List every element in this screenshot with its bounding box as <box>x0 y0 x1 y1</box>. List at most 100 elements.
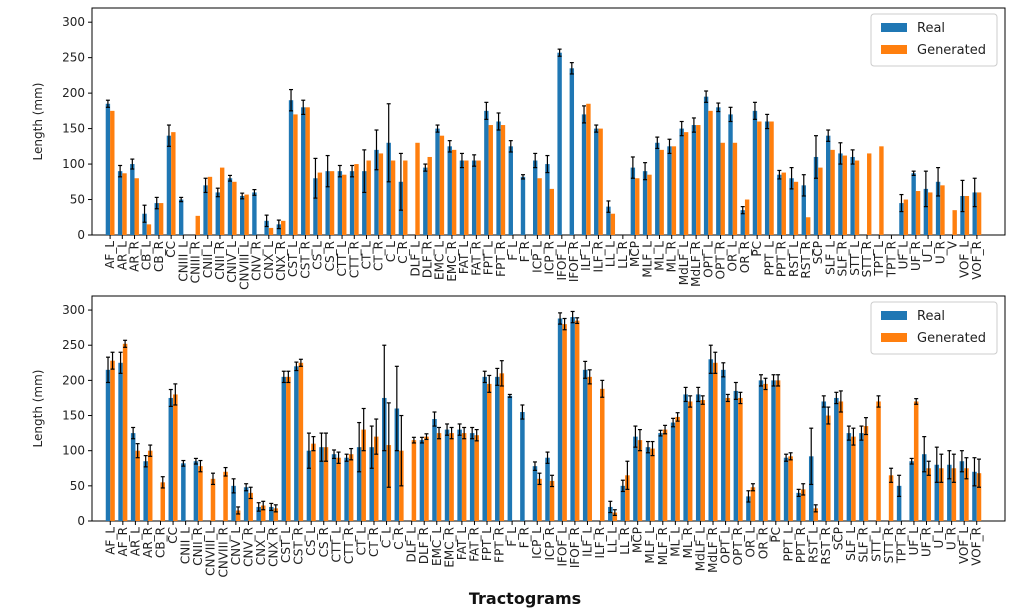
x-tick-label: CB_R <box>154 527 168 558</box>
bar-generated-MdLF_R <box>713 362 718 521</box>
x-tick-label: LL_R <box>616 241 630 269</box>
x-tick-label: SLF_L <box>844 527 858 561</box>
bar-real-F_L <box>507 395 513 521</box>
bar-real-CB_L <box>142 213 147 235</box>
bar-real-MCP <box>633 436 638 521</box>
x-tick-label: V <box>945 240 959 249</box>
bar-generated-AR_R <box>134 178 139 235</box>
x-tick-label: OPT_L <box>701 241 715 278</box>
bar-generated-CC <box>171 132 176 235</box>
x-tick-label: DLF_R <box>421 241 435 278</box>
bar-real-CTT_R <box>349 171 355 235</box>
x-tick-label: MdLF_R <box>706 527 720 573</box>
bar-generated-CNX_R <box>273 508 279 521</box>
x-tick-label: OR_L <box>744 527 758 558</box>
bar-real-OR_R <box>758 380 764 521</box>
legend-swatch-real <box>881 311 907 320</box>
x-tick-label: ICP_R <box>543 241 557 275</box>
bar-real-STT_L <box>850 156 855 235</box>
legend-label-generated: Generated <box>917 43 986 58</box>
bar-generated-CT_R <box>378 153 384 235</box>
bar-real-F_R <box>520 412 525 521</box>
x-tick-label: IFOF_L <box>555 527 569 567</box>
bar-generated-CNVIII_L <box>210 478 216 521</box>
x-tick-label: AR_R <box>141 527 155 558</box>
bar-generated-SLF_R <box>842 155 847 235</box>
x-tick-label: SLF_R <box>857 527 871 563</box>
x-tick-label: UF_L <box>907 527 921 556</box>
bar-real-ML_L <box>655 142 660 235</box>
bar-generated-STT_R <box>888 475 894 521</box>
bar-real-CST_L <box>281 376 287 521</box>
bar-real-PPT_L <box>783 457 789 521</box>
bar-generated-VOF_L <box>964 195 970 235</box>
bar-generated-CNV_R <box>248 492 253 521</box>
bar-generated-OPT_L <box>725 397 731 521</box>
bar-generated-FAT_R <box>476 160 481 235</box>
bar-generated-CNII_R <box>219 167 225 235</box>
bar-generated-CST_L <box>286 376 291 521</box>
x-tick-label: FAT_R <box>469 241 483 276</box>
bar-real-DLF_R <box>419 440 425 521</box>
bar-real-CNII_R <box>215 192 220 235</box>
x-tick-label: CNVIII_L <box>204 527 218 576</box>
x-tick-label: CS_L <box>311 241 325 270</box>
bar-generated-ILF_L <box>587 376 592 521</box>
bar-real-EMC_R <box>444 429 450 521</box>
bar-generated-CB_L <box>146 224 152 235</box>
bar-real-IFOF_L <box>557 318 563 521</box>
bar-generated-OPT_R <box>738 397 743 521</box>
bar-generated-VOF_L <box>964 468 969 521</box>
legend-swatch-generated <box>881 45 907 54</box>
bar-real-CNIII_L <box>178 199 184 235</box>
bar-real-RST_L <box>789 178 794 235</box>
bar-generated-RST_R <box>805 217 811 235</box>
bar-generated-EMC_L <box>436 433 442 521</box>
x-tick-label: MLF_L <box>640 241 654 278</box>
x-tick-label: AR_L <box>128 527 142 557</box>
bar-generated-PPT_L <box>788 456 793 521</box>
x-tick-label: U_R <box>933 241 947 264</box>
bar-real-CS_R <box>319 447 324 521</box>
bar-generated-CNVIII_R <box>223 471 228 521</box>
bar-generated-MdLF_R <box>696 125 701 235</box>
x-tick-label: TPT_R <box>894 527 908 564</box>
bar-real-ICP_L <box>533 160 538 235</box>
bar-real-RST_R <box>801 185 806 235</box>
bar-real-CTT_R <box>344 457 349 521</box>
bar-generated-SCP <box>818 167 823 235</box>
bar-generated-CS_L <box>311 443 316 521</box>
bar-real-CNIV_L <box>227 178 233 235</box>
x-tick-label: C_R <box>392 527 406 550</box>
bar-real-MLF_L <box>642 171 648 235</box>
bar-generated-FAT_L <box>464 160 469 235</box>
bar-generated-CT_R <box>373 436 379 521</box>
x-tick-label: FAT_R <box>467 527 481 562</box>
y-axis-label: Length (mm) <box>31 370 45 448</box>
x-tick-label: OR_L <box>726 241 740 272</box>
x-tick-label: PPT_R <box>794 527 808 563</box>
x-tick-label: RST_R <box>819 527 833 565</box>
bar-generated-PC <box>757 121 762 235</box>
bar-generated-ICP_L <box>537 478 542 521</box>
x-tick-label: CNII_L <box>179 527 193 564</box>
bar-real-ICP_R <box>545 457 550 521</box>
x-tick-label: CNIV_L <box>225 241 239 283</box>
x-tick-label: PPT_L <box>781 527 795 562</box>
x-tick-label: CT_R <box>367 527 381 557</box>
x-tick-label: CB_R <box>152 241 166 272</box>
bar-generated-U_L <box>939 468 944 521</box>
x-tick-label: RST_R <box>799 241 813 279</box>
y-axis-label: Length (mm) <box>31 83 45 161</box>
bar-generated-MCP <box>635 178 640 235</box>
bar-generated-DLF_L <box>411 440 417 521</box>
x-tick-label: LL_R <box>618 527 632 555</box>
bar-real-CNV_R <box>243 487 249 521</box>
y-tick-label: 300 <box>62 15 85 29</box>
bar-real-PPT_L <box>764 121 770 235</box>
bar-generated-CNVIII_L <box>244 194 249 235</box>
x-tick-label: CS_R <box>317 527 331 557</box>
x-tick-label: OR_R <box>756 527 770 559</box>
x-tick-label: ML_R <box>665 241 679 272</box>
bar-generated-FAT_R <box>474 435 479 521</box>
